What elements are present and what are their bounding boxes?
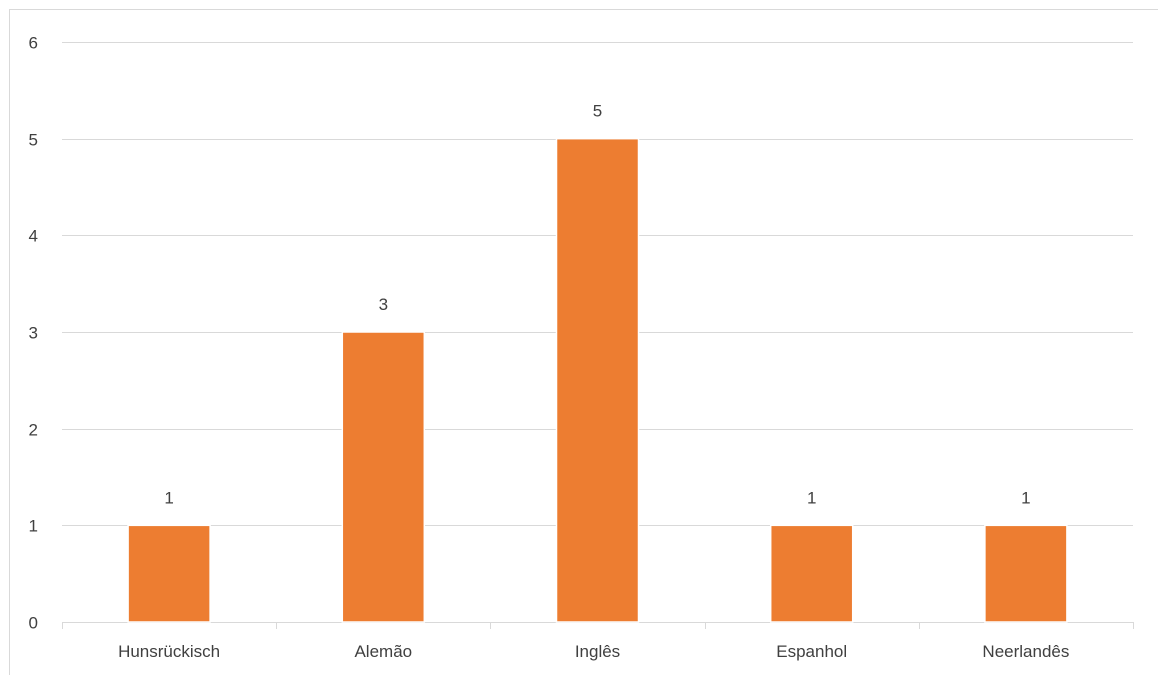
data-labels: 1 3 5 1 1 [164,102,1030,508]
category-label-espanhol: Espanhol [776,642,847,661]
category-label-hunsrückisch: Hunsrückisch [118,642,220,661]
y-axis-tick-labels: 0 1 2 3 4 5 6 [29,34,38,633]
data-label-espanhol: 1 [807,488,816,507]
x-axis-category-labels: Hunsrückisch Alemão Inglês Espanhol Neerland… [118,642,1069,661]
bar-inglês [555,137,640,623]
category-label-alemão: Alemão [354,642,412,661]
bar-hunsrückisch [127,524,211,623]
y-tick-label-5: 5 [29,131,38,150]
x-axis [62,622,1134,629]
data-label-hunsrückisch: 1 [164,488,173,507]
category-label-inglês: Inglês [575,642,620,661]
y-tick-label-1: 1 [29,517,38,536]
data-label-neerlandês: 1 [1021,488,1030,507]
category-label-neerlandês: Neerlandês [982,642,1069,661]
y-tick-label-0: 0 [29,614,38,633]
data-label-alemão: 3 [379,295,388,314]
y-tick-label-6: 6 [29,34,38,53]
bar-espanhol [769,524,854,623]
y-tick-label-4: 4 [29,227,38,246]
data-label-inglês: 5 [593,102,602,121]
bars [127,137,1068,623]
y-tick-label-3: 3 [29,324,38,343]
y-tick-label-2: 2 [29,421,38,440]
bar-alemão [341,331,426,623]
bar-neerlandês [984,524,1068,623]
